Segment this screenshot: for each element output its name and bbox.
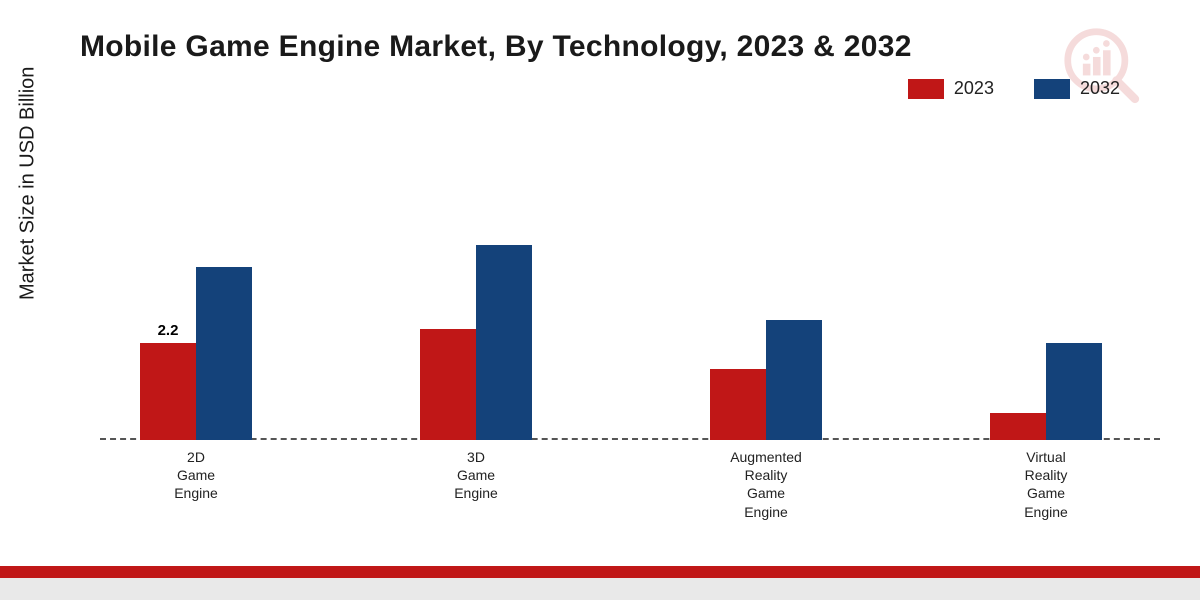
chart-canvas: Mobile Game Engine Market, By Technology… xyxy=(0,0,1200,600)
category-label-2d: 2D Game Engine xyxy=(140,448,252,503)
footer-red-bar xyxy=(0,566,1200,578)
legend-item-2023: 2023 xyxy=(908,78,994,99)
legend-swatch-2032 xyxy=(1034,79,1070,99)
legend-swatch-2023 xyxy=(908,79,944,99)
legend-label-2023: 2023 xyxy=(954,78,994,99)
bar-2d-2032 xyxy=(196,267,252,440)
legend-label-2032: 2032 xyxy=(1080,78,1120,99)
plot-area: 2.2 xyxy=(100,130,1160,440)
category-label-ar: Augmented Reality Game Engine xyxy=(710,448,822,521)
bar-group-3d xyxy=(420,130,532,440)
bar-group-ar xyxy=(710,130,822,440)
footer-bars xyxy=(0,566,1200,600)
bar-3d-2023 xyxy=(420,329,476,440)
legend-item-2032: 2032 xyxy=(1034,78,1120,99)
chart-title: Mobile Game Engine Market, By Technology… xyxy=(80,30,912,64)
bar-group-2d: 2.2 xyxy=(140,130,252,440)
legend: 2023 2032 xyxy=(908,78,1120,99)
category-label-3d: 3D Game Engine xyxy=(420,448,532,503)
bar-2d-2023 xyxy=(140,343,196,440)
bar-group-vr xyxy=(990,130,1102,440)
bar-3d-2032 xyxy=(476,245,532,440)
bar-2d-2023-value: 2.2 xyxy=(158,322,179,339)
y-axis-label: Market Size in USD Billion xyxy=(17,67,40,300)
bar-vr-2032 xyxy=(1046,343,1102,440)
bar-vr-2023 xyxy=(990,413,1046,440)
footer-gray-bar xyxy=(0,578,1200,600)
bar-ar-2032 xyxy=(766,320,822,440)
bar-ar-2023 xyxy=(710,369,766,440)
category-label-vr: Virtual Reality Game Engine xyxy=(990,448,1102,521)
